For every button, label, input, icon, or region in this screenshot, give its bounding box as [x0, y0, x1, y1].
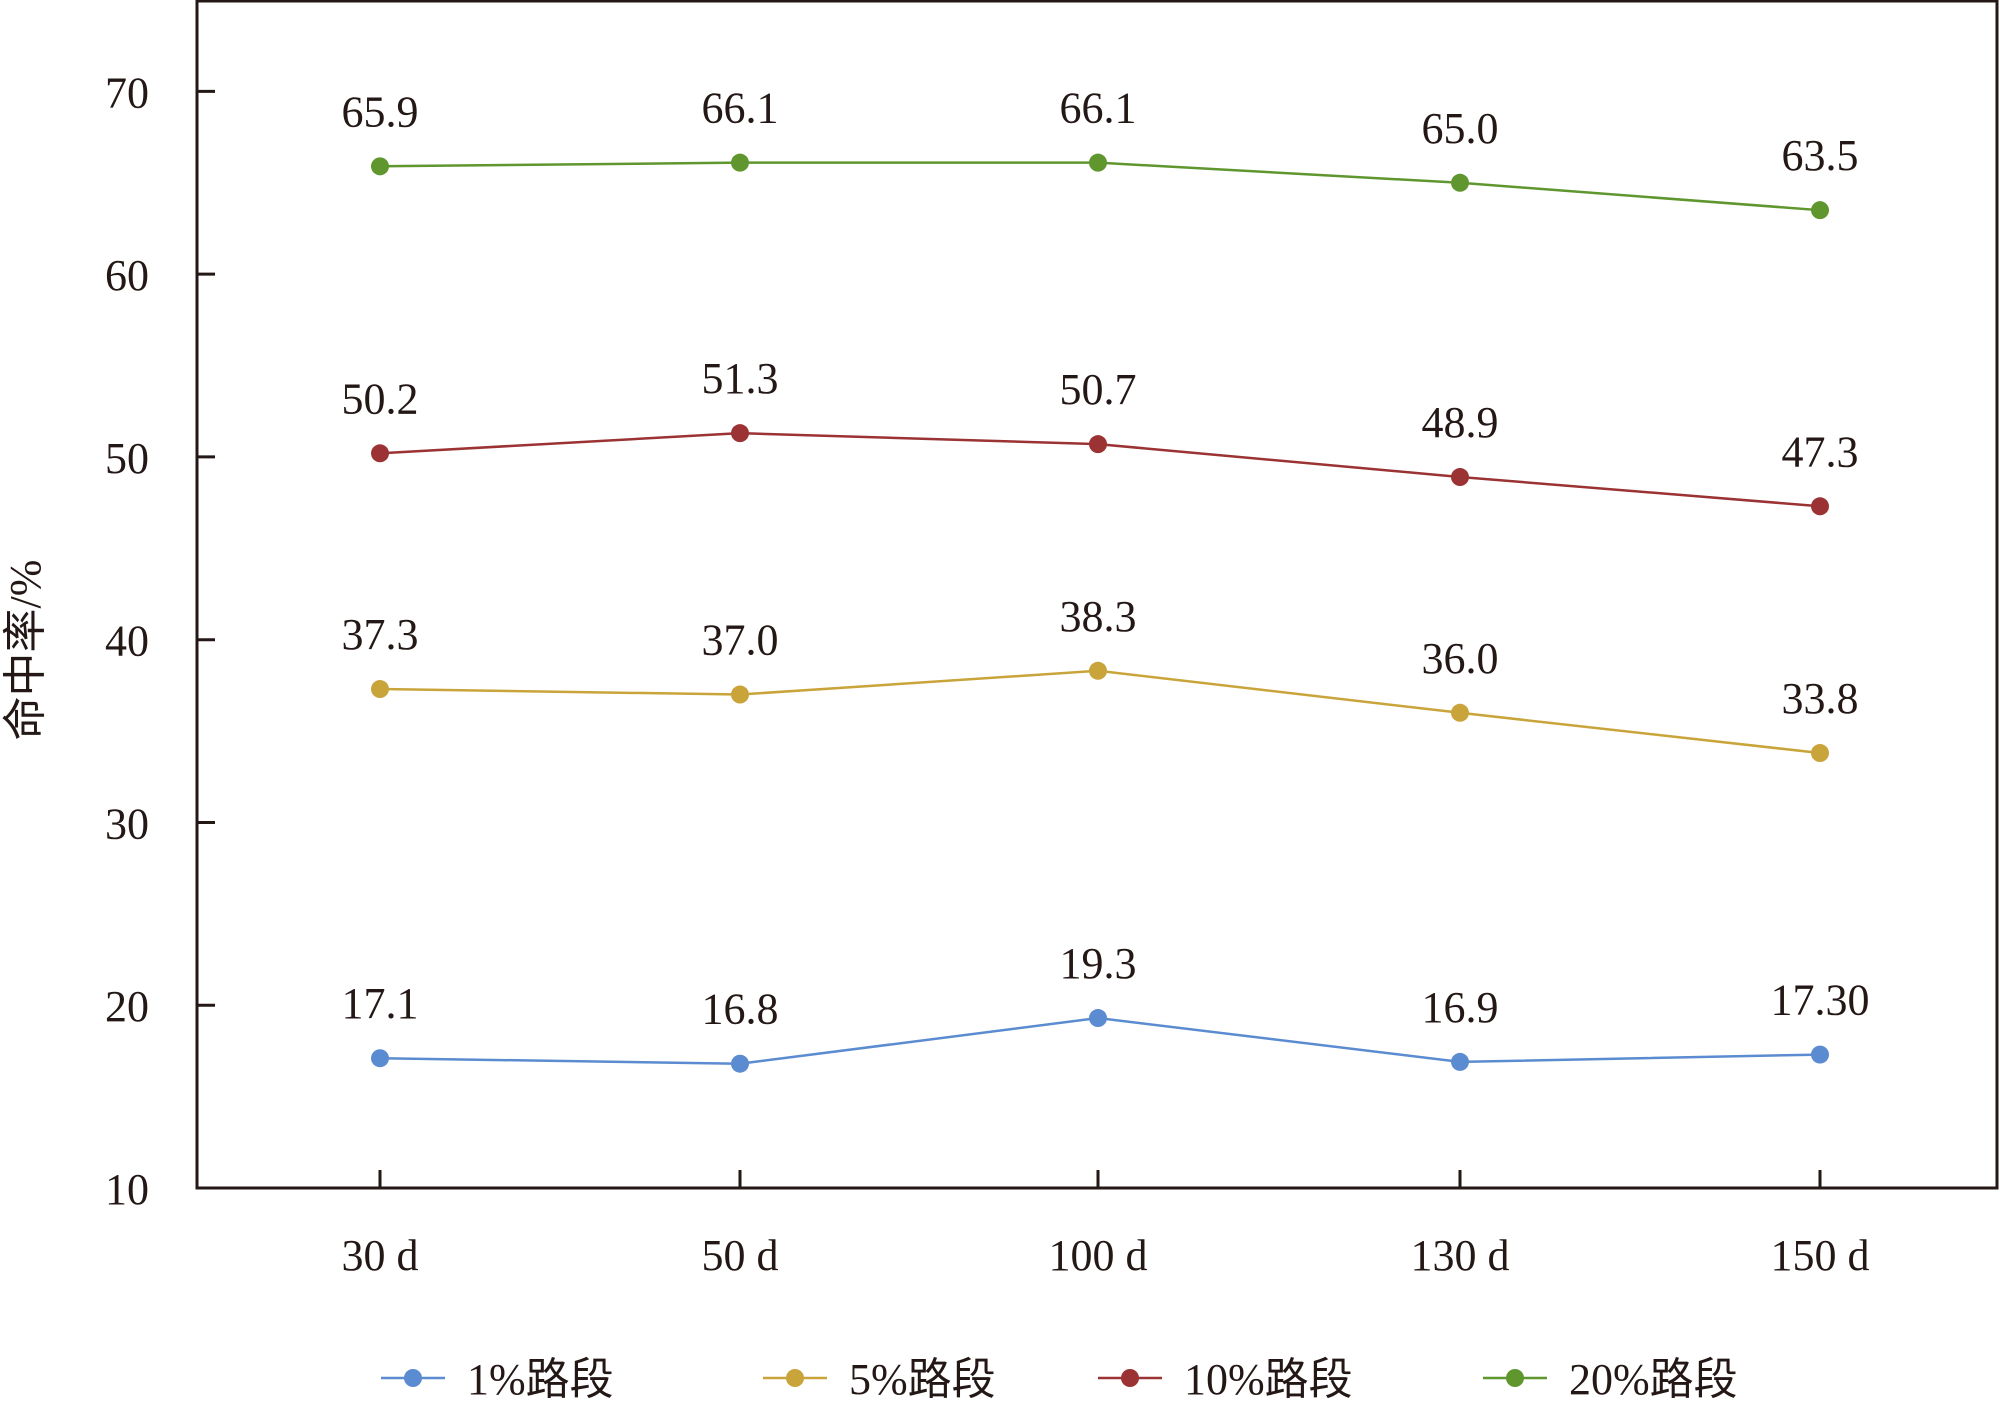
y-tick-label: 70 [105, 68, 149, 117]
y-tick-label: 20 [105, 982, 149, 1031]
data-point [731, 424, 749, 443]
data-label: 36.0 [1422, 634, 1499, 683]
data-label: 47.3 [1782, 427, 1859, 476]
data-label: 63.5 [1782, 131, 1859, 180]
y-tick-label: 10 [105, 1165, 149, 1214]
y-tick-label: 50 [105, 434, 149, 483]
data-label: 50.7 [1060, 365, 1137, 414]
x-tick-label: 50 d [702, 1231, 779, 1280]
data-point [731, 685, 749, 704]
data-point [371, 1049, 389, 1068]
data-point [371, 157, 389, 176]
legend-marker [404, 1369, 422, 1387]
series-line [379, 669, 1821, 755]
data-label: 66.1 [1060, 84, 1137, 133]
data-label: 37.0 [702, 616, 779, 665]
legend-marker [786, 1369, 804, 1387]
data-labels: 17.1 16.8 19.3 16.9 17.30 37.3 37.0 38.3 36.0 33.… [342, 84, 1870, 1034]
series-2 [371, 661, 1829, 763]
legend-label: 5%路段 [849, 1355, 996, 1402]
axes: 10 20 30 40 50 60 70 30 d 50 d 100 d 130 d 150 d [105, 0, 1999, 1280]
data-label: 50.2 [342, 374, 419, 423]
data-label: 66.1 [702, 84, 779, 133]
data-point [1451, 468, 1469, 487]
data-label: 33.8 [1782, 674, 1859, 723]
series-1 [371, 1009, 1829, 1073]
data-label: 16.8 [702, 985, 779, 1034]
legend-item: 5%路段 [763, 1355, 996, 1402]
legend-item: 1%路段 [381, 1355, 614, 1402]
data-point [731, 153, 749, 172]
legend: 1%路段 5%路段 10%路段 20%路段 [381, 1355, 1738, 1402]
y-tick-label: 30 [105, 799, 149, 848]
data-point [1089, 1009, 1107, 1028]
data-point [1451, 1052, 1469, 1071]
data-label: 16.9 [1422, 983, 1499, 1032]
legend-label: 10%路段 [1184, 1355, 1353, 1402]
legend-label: 1%路段 [467, 1355, 614, 1402]
y-axis-label: 命中率/% [1, 560, 50, 741]
series-4 [371, 153, 1829, 220]
data-point [1811, 744, 1829, 763]
data-point [371, 444, 389, 463]
data-label: 19.3 [1060, 939, 1137, 988]
data-point [1811, 497, 1829, 516]
legend-marker [1506, 1369, 1524, 1387]
x-tick-label: 30 d [342, 1231, 419, 1280]
data-point [1089, 435, 1107, 454]
series-layer [371, 153, 1829, 1073]
x-tick-label: 130 d [1411, 1231, 1510, 1280]
data-point [1089, 153, 1107, 172]
x-tick-label: 150 d [1771, 1231, 1870, 1280]
data-label: 65.9 [342, 87, 419, 136]
y-tick-label: 40 [105, 617, 149, 666]
data-point [1451, 703, 1469, 722]
data-label: 17.30 [1771, 976, 1870, 1025]
data-point [731, 1054, 749, 1073]
legend-marker [1121, 1369, 1139, 1387]
data-point [1811, 201, 1829, 220]
data-point [1089, 661, 1107, 680]
legend-item: 20%路段 [1483, 1355, 1738, 1402]
data-point [371, 680, 389, 699]
data-point [1451, 173, 1469, 192]
x-tick-label: 100 d [1049, 1231, 1148, 1280]
data-label: 17.1 [342, 979, 419, 1028]
data-label: 38.3 [1060, 592, 1137, 641]
data-label: 51.3 [702, 354, 779, 403]
legend-label: 20%路段 [1569, 1355, 1738, 1402]
data-label: 48.9 [1422, 398, 1499, 447]
y-tick-label: 60 [105, 251, 149, 300]
data-label: 37.3 [342, 610, 419, 659]
data-point [1811, 1045, 1829, 1064]
series-3 [371, 424, 1829, 516]
data-label: 65.0 [1422, 104, 1499, 153]
legend-item: 10%路段 [1098, 1355, 1353, 1402]
